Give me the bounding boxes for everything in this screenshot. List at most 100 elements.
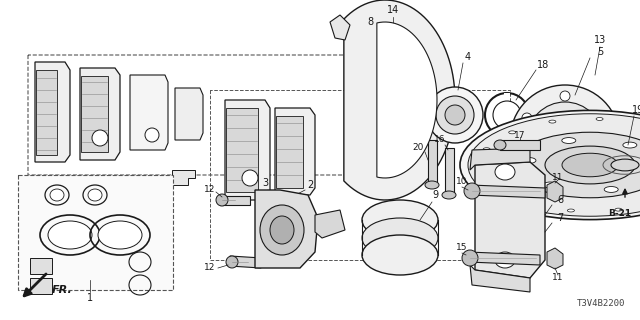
- Ellipse shape: [145, 128, 159, 142]
- Ellipse shape: [512, 132, 640, 198]
- Ellipse shape: [445, 105, 465, 125]
- Ellipse shape: [48, 221, 92, 249]
- Polygon shape: [504, 93, 510, 100]
- Ellipse shape: [522, 157, 536, 164]
- Text: 8: 8: [367, 17, 373, 27]
- Ellipse shape: [477, 168, 484, 171]
- Text: 10: 10: [456, 178, 468, 187]
- Ellipse shape: [509, 131, 516, 134]
- Ellipse shape: [362, 200, 438, 240]
- Ellipse shape: [623, 142, 637, 148]
- Ellipse shape: [510, 85, 620, 195]
- Text: 4: 4: [465, 52, 471, 62]
- Ellipse shape: [604, 187, 618, 192]
- Text: 16: 16: [435, 135, 445, 145]
- Ellipse shape: [92, 130, 108, 146]
- Polygon shape: [344, 0, 455, 200]
- Ellipse shape: [270, 216, 294, 244]
- Text: 11: 11: [552, 172, 564, 181]
- Polygon shape: [275, 108, 315, 195]
- Polygon shape: [428, 140, 437, 185]
- Ellipse shape: [242, 170, 258, 186]
- Ellipse shape: [425, 181, 439, 189]
- Ellipse shape: [460, 110, 640, 220]
- Bar: [30, 258, 52, 274]
- Ellipse shape: [560, 179, 570, 189]
- Ellipse shape: [562, 153, 618, 177]
- Ellipse shape: [260, 205, 304, 255]
- Ellipse shape: [596, 117, 603, 120]
- Polygon shape: [330, 15, 350, 40]
- Ellipse shape: [462, 250, 478, 266]
- Polygon shape: [468, 252, 540, 265]
- Ellipse shape: [598, 157, 608, 167]
- Polygon shape: [220, 196, 250, 205]
- Polygon shape: [130, 75, 168, 150]
- Ellipse shape: [598, 113, 608, 123]
- Ellipse shape: [442, 191, 456, 199]
- Text: 13: 13: [594, 35, 606, 45]
- Ellipse shape: [611, 159, 639, 171]
- Polygon shape: [470, 185, 545, 198]
- Ellipse shape: [98, 221, 142, 249]
- Polygon shape: [547, 248, 563, 269]
- Polygon shape: [470, 148, 530, 170]
- Polygon shape: [36, 70, 57, 155]
- Text: 2: 2: [307, 180, 313, 190]
- Text: 3: 3: [262, 178, 268, 188]
- Ellipse shape: [495, 164, 515, 180]
- Ellipse shape: [560, 91, 570, 101]
- Ellipse shape: [543, 118, 587, 162]
- Text: 17: 17: [515, 131, 525, 140]
- Polygon shape: [445, 148, 454, 195]
- Ellipse shape: [615, 208, 622, 211]
- Text: 12: 12: [204, 263, 216, 273]
- Ellipse shape: [362, 235, 438, 275]
- Polygon shape: [255, 190, 318, 268]
- Text: 5: 5: [597, 47, 603, 57]
- Text: 6: 6: [557, 195, 563, 205]
- Polygon shape: [470, 265, 530, 292]
- Ellipse shape: [50, 189, 64, 201]
- Text: 20: 20: [412, 143, 424, 153]
- Polygon shape: [500, 140, 540, 150]
- Text: 1: 1: [87, 293, 93, 303]
- Ellipse shape: [216, 194, 228, 206]
- Polygon shape: [226, 108, 258, 192]
- Polygon shape: [172, 170, 195, 185]
- Text: 11: 11: [552, 274, 564, 283]
- Ellipse shape: [543, 182, 557, 188]
- Text: 12: 12: [204, 186, 216, 195]
- Ellipse shape: [226, 256, 238, 268]
- Ellipse shape: [495, 252, 515, 268]
- Polygon shape: [225, 100, 270, 200]
- Ellipse shape: [562, 138, 576, 143]
- Text: FR.: FR.: [52, 285, 73, 295]
- Text: T3V4B2200: T3V4B2200: [577, 299, 625, 308]
- Ellipse shape: [492, 187, 498, 189]
- Ellipse shape: [549, 120, 556, 123]
- Text: 18: 18: [537, 60, 549, 70]
- Polygon shape: [315, 210, 345, 238]
- Text: B-21: B-21: [609, 209, 632, 218]
- Polygon shape: [175, 88, 203, 140]
- Text: 9: 9: [432, 190, 438, 200]
- Ellipse shape: [436, 96, 474, 134]
- Polygon shape: [547, 181, 563, 202]
- Text: 19: 19: [632, 105, 640, 115]
- Text: 7: 7: [557, 213, 563, 223]
- Bar: [18, 175, 173, 290]
- Ellipse shape: [545, 146, 635, 184]
- Polygon shape: [276, 116, 303, 188]
- Bar: [30, 278, 52, 294]
- Text: 15: 15: [456, 244, 468, 252]
- Ellipse shape: [568, 209, 574, 212]
- Ellipse shape: [468, 114, 640, 216]
- Ellipse shape: [464, 183, 480, 199]
- Ellipse shape: [522, 157, 532, 167]
- Polygon shape: [377, 22, 437, 178]
- Polygon shape: [81, 76, 108, 152]
- Polygon shape: [80, 68, 120, 160]
- Text: 14: 14: [387, 5, 399, 15]
- Ellipse shape: [494, 140, 506, 150]
